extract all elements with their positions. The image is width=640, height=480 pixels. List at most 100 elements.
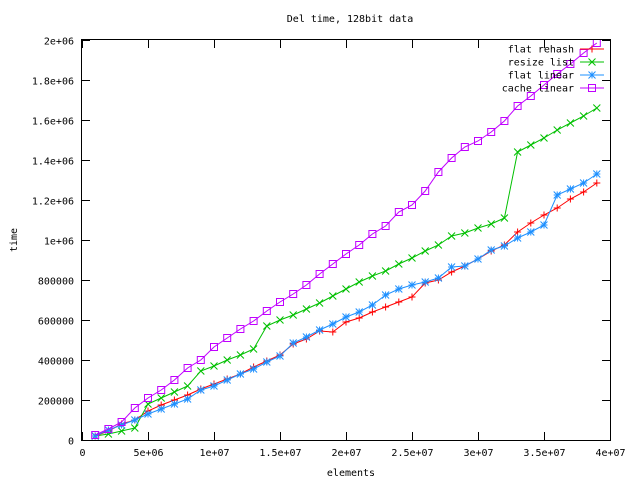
data-point (223, 356, 232, 364)
data-point (249, 365, 258, 373)
data-point (593, 179, 601, 187)
data-point (487, 220, 496, 228)
plot-frame (81, 39, 611, 441)
data-point (514, 228, 522, 236)
legend-marker (588, 71, 596, 79)
data-point (447, 154, 456, 162)
y-tick-label: 400000 (38, 357, 74, 368)
data-point (342, 250, 350, 258)
legend-label: resize list (508, 58, 574, 69)
data-point (447, 263, 456, 271)
data-point (540, 211, 548, 219)
series-line (94, 42, 598, 436)
x-tick-label: 2.5e+07 (391, 448, 433, 459)
data-point (315, 326, 324, 334)
legend-label: flat rehash (508, 45, 574, 56)
y-tick-label: 1e+06 (44, 237, 74, 248)
data-point (500, 242, 509, 250)
y-tick-label: 1.4e+06 (32, 157, 74, 168)
data-point (328, 260, 337, 268)
data-point (540, 81, 548, 89)
data-point (368, 301, 377, 309)
x-tick-label: 3.5e+07 (523, 448, 565, 459)
data-point (434, 168, 443, 176)
data-point (262, 307, 271, 315)
series-flat-rehash (91, 179, 601, 440)
data-point (394, 208, 403, 216)
data-point (117, 427, 126, 435)
data-point (434, 274, 443, 282)
data-point (223, 334, 232, 342)
data-point (196, 367, 205, 375)
series-layer (91, 39, 601, 440)
data-point (262, 358, 271, 366)
y-tick-label: 1.8e+06 (32, 77, 74, 88)
data-point (130, 404, 139, 412)
data-point (566, 119, 575, 127)
data-point (289, 290, 298, 298)
data-point (210, 343, 218, 351)
data-point (355, 278, 364, 286)
series-line (95, 107, 598, 437)
x-tick-label: 5e+06 (133, 448, 163, 459)
data-point (144, 410, 152, 418)
data-point (144, 394, 152, 402)
data-point (236, 370, 245, 378)
data-point (276, 298, 284, 306)
data-point (500, 117, 509, 125)
data-point (526, 141, 535, 149)
data-point (302, 305, 311, 313)
data-point (170, 400, 179, 408)
data-point (130, 416, 139, 424)
legend-label: cache linear (502, 84, 574, 95)
x-tick-label: 2e+07 (331, 448, 361, 459)
data-point (553, 70, 562, 78)
data-point (289, 339, 298, 347)
data-point (526, 92, 535, 100)
data-point (170, 388, 179, 396)
data-point (408, 293, 416, 301)
data-point (315, 299, 324, 307)
data-point (157, 386, 166, 394)
data-point (210, 362, 218, 370)
data-point (513, 102, 522, 110)
x-tick-label: 1.5e+07 (259, 448, 301, 459)
data-point (276, 352, 284, 360)
data-point (421, 278, 430, 286)
data-point (236, 325, 245, 333)
data-point (487, 128, 496, 136)
data-point (500, 214, 509, 222)
data-point (408, 254, 416, 262)
data-point (249, 345, 258, 353)
data-point (157, 405, 166, 413)
data-point (527, 219, 535, 227)
data-point (210, 382, 218, 390)
data-point (355, 314, 363, 322)
data-point (566, 185, 575, 193)
y-axis-label: time (9, 228, 20, 252)
data-point (157, 394, 166, 402)
data-point (196, 356, 205, 364)
x-tick-label: 3e+07 (463, 448, 493, 459)
data-point (368, 230, 377, 238)
data-point (276, 316, 284, 324)
data-point (553, 204, 561, 212)
x-tick-label: 4e+07 (595, 448, 625, 459)
data-point (342, 313, 350, 321)
data-point (170, 376, 179, 384)
data-point (408, 201, 416, 209)
data-point (540, 134, 548, 142)
legend-marker (588, 45, 596, 53)
data-point (328, 292, 337, 300)
data-point (447, 232, 456, 240)
data-point (394, 260, 403, 268)
data-point (249, 317, 258, 325)
y-tick-label: 1.2e+06 (32, 197, 74, 208)
data-point (474, 137, 482, 145)
x-tick-label: 0 (79, 448, 85, 459)
legend-marker (588, 84, 596, 92)
data-point (580, 188, 588, 196)
data-point (302, 281, 311, 289)
data-point (460, 143, 469, 151)
data-point (382, 303, 390, 311)
